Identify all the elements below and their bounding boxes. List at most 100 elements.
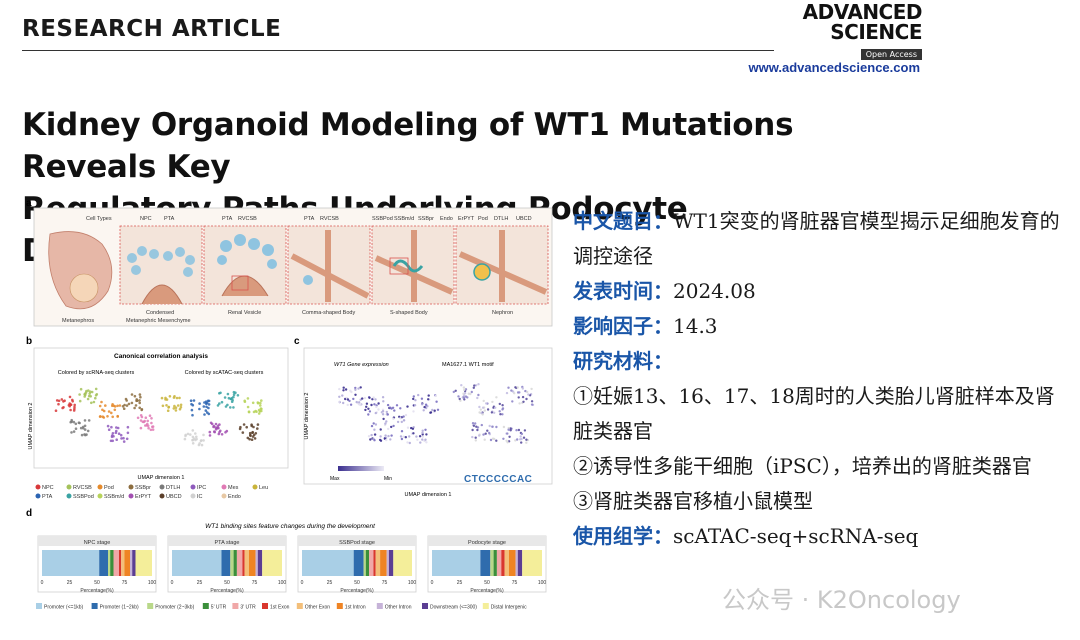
umap-point xyxy=(467,392,470,395)
colorbar-max-label: Max xyxy=(330,476,340,482)
umap-point xyxy=(342,401,345,405)
stacked-bar-segment xyxy=(393,550,412,576)
umap-point xyxy=(505,391,509,395)
umap-point xyxy=(73,403,76,407)
svg-text:Nephron: Nephron xyxy=(492,310,513,316)
umap-point xyxy=(125,437,129,441)
legend-label: SSBpr xyxy=(135,485,151,491)
umap-point xyxy=(256,427,259,430)
umap-point xyxy=(179,403,183,407)
panel-c-frame xyxy=(303,347,553,485)
umap-point xyxy=(205,401,209,405)
umap-point xyxy=(72,430,76,433)
umap-point xyxy=(72,409,76,412)
panel-d-title: WT1 binding sites feature changes during… xyxy=(205,523,376,530)
umap-point xyxy=(530,400,534,403)
umap-point xyxy=(67,403,71,407)
legend-swatch xyxy=(66,493,72,499)
svg-text:RVCSB: RVCSB xyxy=(238,216,257,222)
umap-point xyxy=(135,399,138,403)
umap-point xyxy=(482,433,485,436)
legend-swatch xyxy=(376,603,383,609)
umap-point xyxy=(83,433,86,436)
umap-point xyxy=(414,399,417,402)
umap-point xyxy=(173,404,176,408)
umap-point xyxy=(521,387,524,390)
chinese-title-value: WT1突变的肾脏器官模型揭示足细胞发育的调控途径 xyxy=(573,209,1060,268)
umap-point xyxy=(224,405,228,408)
umap-point xyxy=(373,433,377,436)
legend-label: IPC xyxy=(197,485,206,491)
stacked-bar-segment xyxy=(375,550,381,576)
umap-point xyxy=(367,435,371,438)
umap-point xyxy=(357,387,360,390)
umap-point xyxy=(374,423,378,426)
legend-label: Other Exon xyxy=(305,605,331,611)
axis-tick-label: 75 xyxy=(382,580,388,586)
umap-point xyxy=(116,404,119,408)
legend-label: Pod xyxy=(104,485,114,491)
stacked-bar-segment xyxy=(517,550,523,576)
umap-point xyxy=(402,415,405,418)
panel-b-title: Canonical correlation analysis xyxy=(114,353,208,360)
umap-point xyxy=(478,405,481,409)
stacked-bar-segment xyxy=(509,550,516,576)
stacked-bar-segment xyxy=(124,550,130,576)
umap-point xyxy=(518,391,521,394)
umap-point xyxy=(200,439,203,442)
umap-point xyxy=(486,429,489,432)
omics-row: 使用组学：scATAC-seq+scRNA-seq xyxy=(573,519,1073,554)
umap-point xyxy=(474,384,478,387)
umap-point xyxy=(207,412,211,416)
umap-point xyxy=(502,425,506,429)
umap-point xyxy=(501,407,505,410)
expression-colorbar xyxy=(338,466,384,471)
axis-tick-label: 50 xyxy=(94,580,100,586)
umap-point xyxy=(419,441,422,444)
umap-point xyxy=(252,433,256,437)
umap-point xyxy=(143,419,146,423)
legend-swatch xyxy=(190,484,196,490)
umap-point xyxy=(138,399,141,402)
umap-point xyxy=(223,396,227,399)
umap-point xyxy=(435,400,438,403)
umap-point xyxy=(98,404,102,408)
umap-point xyxy=(202,433,205,437)
umap-point xyxy=(115,429,118,433)
stacked-bar-segment xyxy=(236,550,243,576)
umap-point xyxy=(174,409,178,412)
umap-point xyxy=(526,390,529,394)
journal-website-link[interactable]: www.advancedscience.com xyxy=(748,60,920,75)
stage-name: Podocyte stage xyxy=(468,540,506,546)
umap-point xyxy=(164,396,167,400)
umap-point xyxy=(470,390,473,394)
panel-b-ylabel: UMAP dimension 2 xyxy=(28,403,34,450)
axis-tick-label: 75 xyxy=(252,580,258,586)
umap-point xyxy=(88,392,91,395)
umap-point xyxy=(525,397,528,401)
svg-text:Cell Types: Cell Types xyxy=(86,216,112,222)
axis-label: Percentage(%) xyxy=(470,588,504,594)
umap-point xyxy=(483,409,486,412)
umap-point xyxy=(521,395,525,399)
umap-point xyxy=(256,423,260,426)
umap-point xyxy=(425,433,428,436)
legend-label: IC xyxy=(197,494,203,500)
umap-point xyxy=(259,401,262,405)
umap-point xyxy=(110,411,113,415)
comma-body-tubes xyxy=(290,230,370,302)
umap-point xyxy=(477,383,480,386)
umap-point xyxy=(379,439,383,442)
umap-point xyxy=(123,403,126,407)
umap-point xyxy=(412,410,415,413)
umap-point xyxy=(424,438,427,441)
umap-point xyxy=(481,406,485,409)
umap-point xyxy=(372,396,375,399)
umap-point xyxy=(377,402,380,405)
stacked-bar-segment xyxy=(496,550,502,576)
umap-point xyxy=(138,393,142,396)
umap-point xyxy=(506,432,509,435)
umap-point xyxy=(87,419,91,422)
umap-point xyxy=(110,425,113,429)
axis-label: Percentage(%) xyxy=(210,588,244,594)
